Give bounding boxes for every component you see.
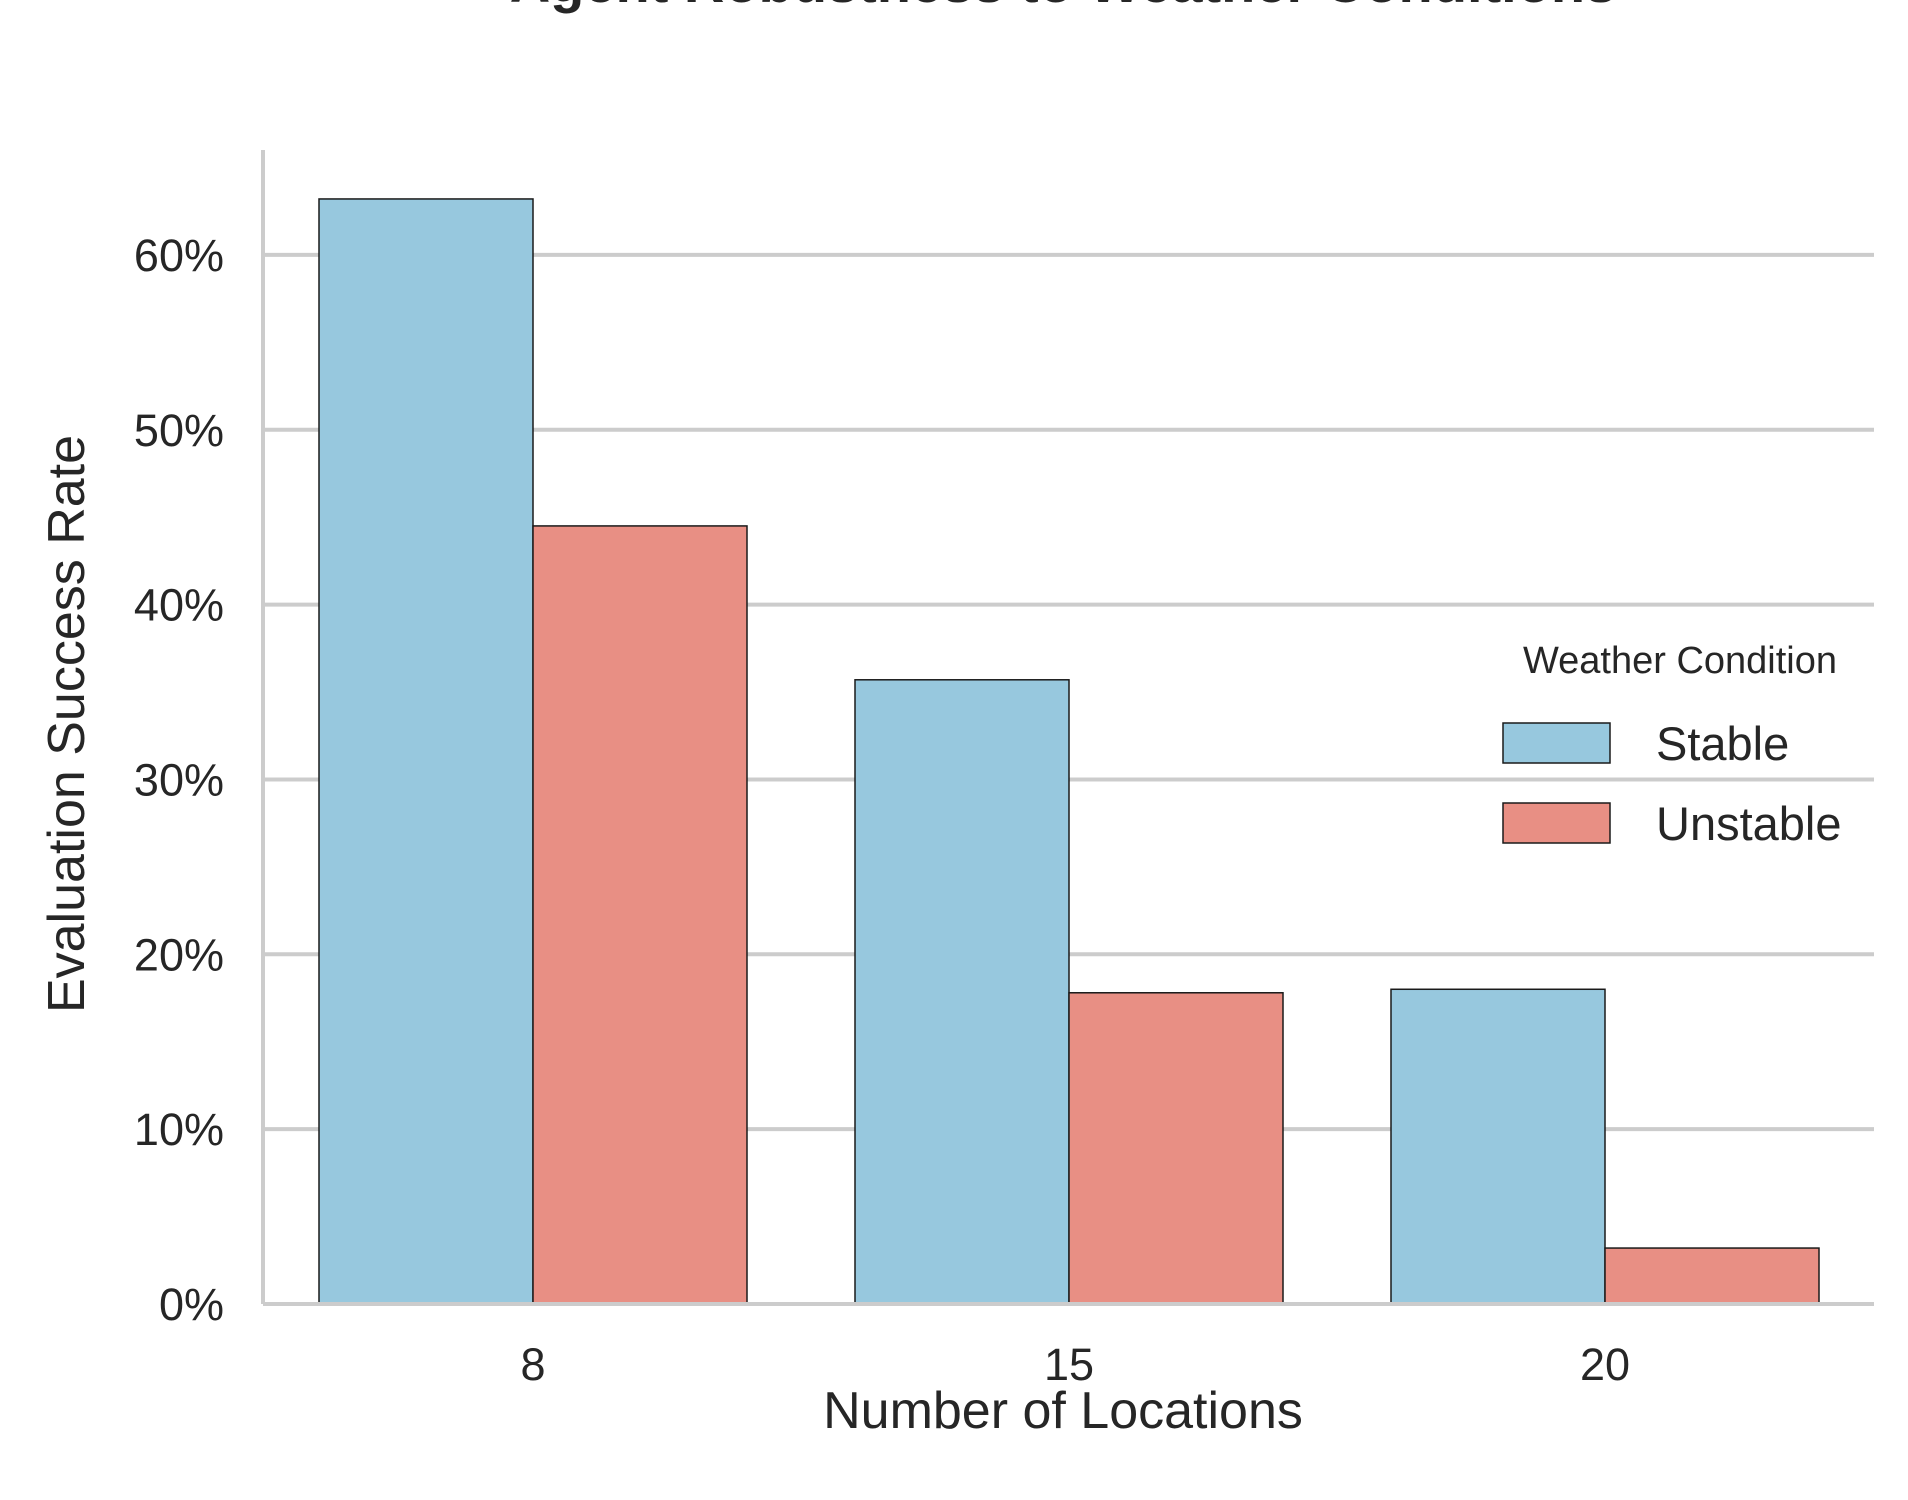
y-tick-labels: 0% 10% 20% 30% 40% 50% 60%: [134, 230, 224, 1330]
y-tick-label: 10%: [134, 1104, 224, 1155]
bar-stable-20: [1390, 988, 1606, 1305]
bar-stable-15: [854, 679, 1070, 1305]
y-tick-label: 30%: [134, 754, 224, 805]
bar-unstable-20: [1604, 1247, 1820, 1305]
bar-unstable-15: [1068, 992, 1284, 1305]
bar-stable-8: [318, 198, 534, 1305]
legend-title: Weather Condition: [1523, 640, 1837, 682]
y-axis-label: Evaluation Success Rate: [38, 435, 96, 1013]
chart-title: Agent Robustness to Weather Conditions: [510, 0, 1617, 14]
legend-swatch-unstable: [1502, 802, 1611, 844]
legend-swatch-stable: [1502, 722, 1611, 764]
y-tick-label: 60%: [134, 230, 224, 281]
x-tick-label: 20: [1580, 1339, 1630, 1390]
x-tick-labels: 8 15 20: [520, 1339, 1630, 1390]
legend-label-stable: Stable: [1656, 717, 1789, 770]
bar-unstable-8: [532, 525, 748, 1305]
legend: Weather Condition Stable Unstable: [1502, 640, 1842, 850]
legend-items: Stable Unstable: [1502, 717, 1842, 850]
bars: [318, 198, 1820, 1305]
y-tick-label: 0%: [159, 1279, 224, 1330]
y-tick-label: 20%: [134, 929, 224, 980]
legend-label-unstable: Unstable: [1656, 797, 1842, 850]
y-tick-label: 50%: [134, 405, 224, 456]
x-tick-label: 15: [1044, 1339, 1094, 1390]
x-axis-label: Number of Locations: [823, 1382, 1303, 1440]
x-tick-label: 8: [520, 1339, 545, 1390]
y-tick-label: 40%: [134, 580, 224, 631]
